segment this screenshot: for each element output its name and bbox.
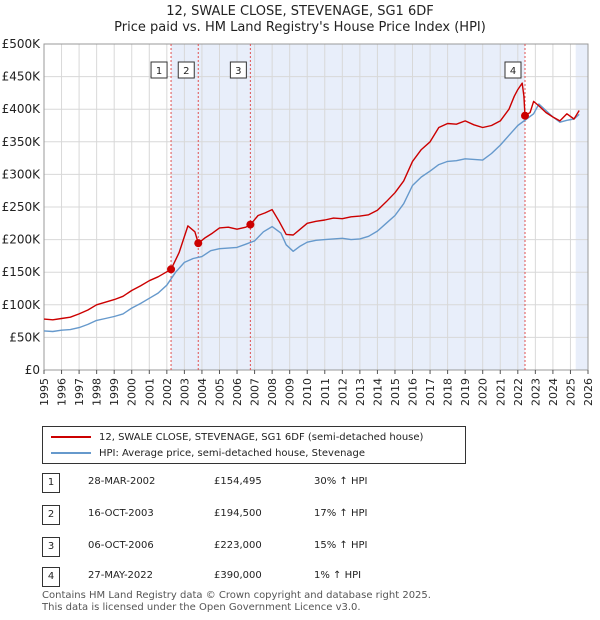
y-tick-label: £300K [2,167,42,181]
x-tick-label: 2007 [249,378,262,406]
x-tick-label: 2019 [459,378,472,406]
legend-swatch-hpi [51,452,91,454]
x-tick-label: 2020 [477,378,490,406]
y-tick-label: £100K [2,298,42,312]
transaction-badge: 4 [42,567,60,587]
footer-copyright: Contains HM Land Registry data © Crown c… [42,590,431,601]
y-tick-label: £400K [2,102,42,116]
y-tick-label: £450K [2,70,42,84]
legend-label-hpi: HPI: Average price, semi-detached house,… [99,447,366,459]
legend-swatch-property [51,436,91,438]
transaction-marker-label: 1 [156,66,162,77]
x-tick-label: 2025 [564,378,577,406]
transaction-date: 28-MAR-2002 [88,476,156,487]
x-tick-label: 2003 [178,378,191,406]
transaction-marker-label: 2 [183,66,189,77]
x-tick-label: 1997 [73,378,86,406]
x-tick-label: 1999 [108,378,121,406]
footer-attribution: Contains HM Land Registry data © Crown c… [42,590,431,614]
plot-border [43,43,589,371]
y-tick-label: £250K [2,200,42,214]
transaction-marker-box [229,61,247,79]
hpi-line [43,103,580,333]
x-tick-label: 2008 [266,378,279,406]
x-tick-label: 2021 [494,378,507,406]
x-tick-label: 2018 [442,378,455,406]
y-tick-label: £0 [25,363,40,377]
x-tick-label: 2004 [196,378,209,406]
y-tick-label: £200K [2,233,42,247]
table-row: 2 16-OCT-2003 £194,500 17% ↑ HPI [42,505,562,525]
x-tick-label: 2026 [582,378,595,406]
transaction-price: £154,495 [214,476,262,487]
transaction-marker-box [504,61,522,79]
x-tick-label: 2012 [336,378,349,406]
chart-legend: 12, SWALE CLOSE, STEVENAGE, SG1 6DF (sem… [42,426,466,464]
x-tick-label: 2002 [161,378,174,406]
transaction-date: 27-MAY-2022 [88,570,154,581]
x-tick-label: 2023 [529,378,542,406]
x-tick-label: 2015 [389,378,402,406]
chart-title: 12, SWALE CLOSE, STEVENAGE, SG1 6DF [166,4,434,19]
x-tick-label: 2022 [512,378,525,406]
x-tick-label: 2024 [547,378,560,406]
transaction-badge: 3 [42,537,60,557]
transaction-marker-label: 4 [510,66,516,77]
transaction-price: £194,500 [214,508,262,519]
transaction-date: 06-OCT-2006 [88,540,154,551]
transaction-date: 16-OCT-2003 [88,508,154,519]
transaction-point [521,111,530,120]
transaction-price: £223,000 [214,540,262,551]
x-tick-label: 2006 [231,378,244,406]
legend-item-property: 12, SWALE CLOSE, STEVENAGE, SG1 6DF (sem… [51,430,423,444]
transaction-price: £390,000 [214,570,262,581]
x-tick-label: 2013 [354,378,367,406]
price-chart: £0 £50K £100K £150K £200K £250K £300K £350K £400… [2,37,595,406]
transaction-point [167,265,176,274]
x-tick-label: 2009 [284,378,297,406]
transaction-hpi: 15% ↑ HPI [314,540,368,551]
transaction-marker-box [177,61,195,79]
transaction-marker-label: 3 [235,66,241,77]
transaction-badge: 2 [42,505,60,525]
x-tick-label: 2010 [301,378,314,406]
x-tick-label: 2000 [126,378,139,406]
x-tick-label: 1998 [91,378,104,406]
x-tick-label: 2014 [371,378,384,406]
y-tick-label: £50K [9,330,41,344]
table-row: 3 06-OCT-2006 £223,000 15% ↑ HPI [42,537,562,557]
x-tick-label: 2011 [319,378,332,406]
transaction-marker-box [150,61,168,79]
chart-subtitle: Price paid vs. HM Land Registry's House … [114,20,486,35]
x-tick-label: 2016 [407,378,420,406]
transaction-hpi: 1% ↑ HPI [314,570,362,581]
x-tick-label: 2017 [424,378,437,406]
transaction-hpi: 30% ↑ HPI [314,476,368,487]
transaction-point [246,220,255,229]
table-row: 4 27-MAY-2022 £390,000 1% ↑ HPI [42,567,562,587]
footer-license: This data is licensed under the Open Gov… [42,602,361,613]
x-tick-label: 2005 [213,378,226,406]
legend-label-property: 12, SWALE CLOSE, STEVENAGE, SG1 6DF (sem… [99,431,424,443]
transaction-point [194,239,203,248]
x-tick-label: 1995 [38,378,51,406]
legend-item-hpi: HPI: Average price, semi-detached house,… [51,446,365,460]
y-tick-label: £150K [2,265,42,279]
property-price-line [43,82,580,321]
transaction-badge: 1 [42,473,60,493]
transaction-hpi: 17% ↑ HPI [314,508,368,519]
table-row: 1 28-MAR-2002 £154,495 30% ↑ HPI [42,473,562,493]
x-tick-label: 1996 [56,378,69,406]
y-tick-label: £500K [2,37,42,51]
y-tick-label: £350K [2,135,42,149]
x-tick-label: 2001 [143,378,156,406]
